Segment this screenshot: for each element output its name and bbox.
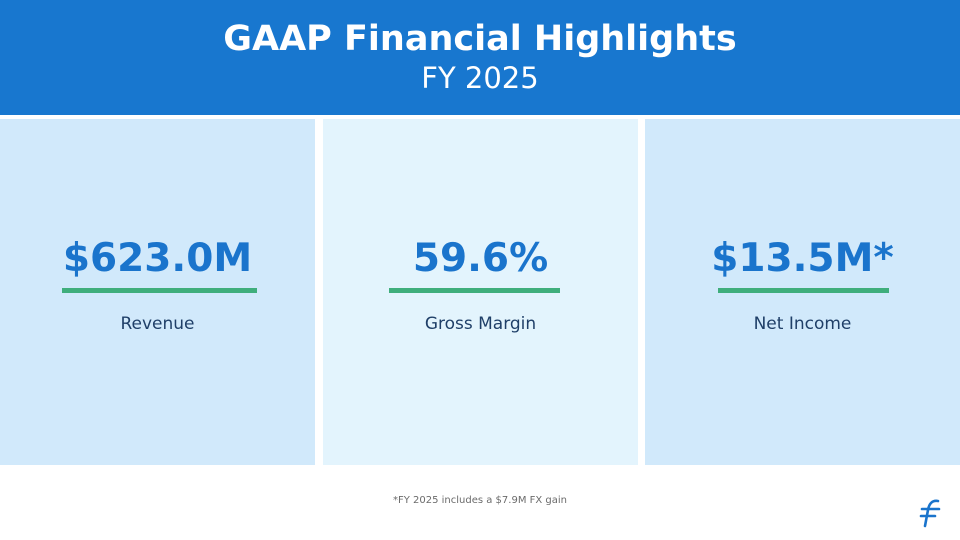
page-title: GAAP Financial Highlights bbox=[223, 19, 737, 59]
metric-underline bbox=[389, 288, 560, 293]
metric-value: 59.6% bbox=[412, 236, 549, 281]
metric-underline bbox=[62, 288, 257, 293]
metric-value: $13.5M* bbox=[711, 236, 894, 281]
metric-card-revenue: $623.0M Revenue bbox=[0, 119, 315, 465]
metric-card-net-income: $13.5M* Net Income bbox=[645, 119, 960, 465]
metric-label: Net Income bbox=[753, 314, 852, 334]
metric-card-gross-margin: 59.6% Gross Margin bbox=[323, 119, 638, 465]
brand-logo-icon bbox=[919, 499, 941, 528]
metric-value: $623.0M bbox=[62, 236, 253, 281]
metric-label: Revenue bbox=[120, 314, 195, 334]
header-banner: GAAP Financial Highlights FY 2025 bbox=[0, 0, 960, 115]
footnote: *FY 2025 includes a $7.9M FX gain bbox=[392, 495, 568, 506]
page-subtitle: FY 2025 bbox=[421, 61, 539, 95]
metric-label: Gross Margin bbox=[424, 314, 537, 334]
metric-underline bbox=[718, 288, 889, 293]
